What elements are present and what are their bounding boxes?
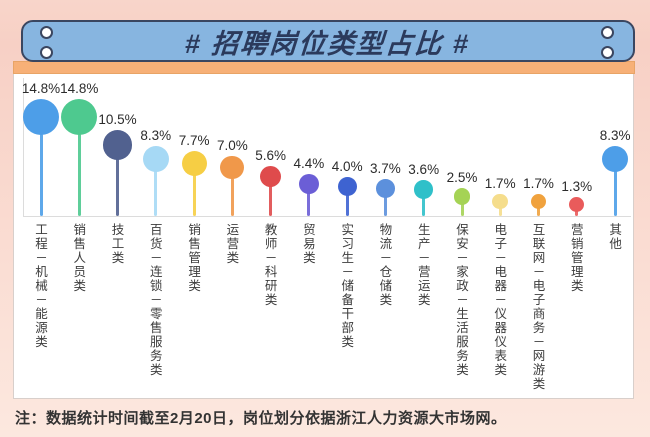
value-label: 5.6% — [255, 147, 286, 163]
lollipop-stem — [39, 133, 43, 216]
bubble-marker — [220, 155, 245, 180]
footnote: 注：数据统计时间截至2月20日，岗位划分依据浙江人力资源大市场网。 — [15, 410, 507, 427]
bubble-marker — [453, 188, 471, 205]
lollipop-stem — [192, 173, 196, 216]
bubble-marker — [337, 177, 357, 197]
bubble-marker — [102, 130, 133, 160]
lollipop-stem — [77, 133, 81, 216]
lollipop-stem — [230, 177, 234, 216]
category-label: 互联网－电子商务－网游类 — [530, 223, 545, 391]
value-label: 10.5% — [98, 112, 137, 128]
bubble-marker — [530, 193, 547, 210]
category-label: 电子－电器－仪器仪表类 — [492, 223, 507, 377]
category-label: 技工类 — [109, 223, 124, 265]
bubble-marker — [569, 196, 585, 212]
pin-hole-icon — [40, 46, 53, 59]
bubble-marker — [376, 179, 395, 199]
value-label: 8.3% — [599, 128, 631, 144]
value-label: 4.4% — [293, 156, 325, 172]
pin-hole-icon — [601, 26, 614, 39]
value-label: 1.3% — [561, 178, 593, 194]
value-label: 14.8% — [60, 81, 99, 97]
y-axis-line — [23, 78, 24, 216]
lollipop-stem — [116, 157, 119, 216]
lollipop-stem — [345, 194, 349, 216]
category-label: 工程－机械－能源类 — [33, 223, 47, 349]
value-label: 7.0% — [217, 137, 248, 153]
category-label: 运营类 — [224, 223, 239, 265]
lollipop-stem — [498, 207, 502, 216]
lollipop-stem — [613, 170, 617, 216]
value-label: 3.6% — [408, 162, 440, 178]
category-label: 物流－仓储类 — [377, 223, 392, 307]
bubble-marker — [414, 180, 433, 199]
category-label: 百货－连锁－零售服务类 — [147, 223, 162, 377]
chart-panel: 14.8% 工程－机械－能源类 14.8% 销售人员类 10.5% 技工类 8.3% 百货－连… — [13, 74, 634, 399]
category-label: 其他 — [607, 223, 622, 251]
bubble-marker — [259, 165, 282, 188]
lollipop-stem — [269, 185, 273, 216]
pin-hole-icon — [601, 46, 614, 59]
page-title: # 招聘岗位类型占比 # — [184, 28, 472, 59]
category-label: 贸易类 — [300, 223, 315, 265]
accent-strip — [13, 61, 635, 74]
bubble-marker — [602, 146, 628, 173]
value-label: 4.0% — [331, 159, 363, 175]
lollipop-stem — [460, 202, 464, 216]
bubble-marker — [61, 99, 98, 136]
bubble-marker — [299, 174, 319, 195]
category-label: 生产－营运类 — [415, 223, 430, 307]
value-label: 14.8% — [21, 81, 61, 97]
bubble-marker — [142, 146, 169, 173]
category-label: 教师－科研类 — [262, 223, 277, 307]
lollipop-stem — [383, 196, 387, 216]
lollipop-stem — [575, 209, 579, 216]
lollipop-stem — [537, 207, 540, 216]
category-label: 保安－家政－生活服务类 — [454, 223, 468, 377]
value-label: 2.5% — [446, 170, 478, 185]
pin-hole-icon — [40, 26, 53, 39]
x-axis-line — [23, 216, 631, 217]
value-label: 1.7% — [523, 175, 554, 191]
value-label: 3.7% — [370, 161, 401, 177]
lollipop-stem — [154, 170, 158, 216]
value-label: 7.7% — [178, 132, 210, 148]
category-label: 销售人员类 — [71, 223, 86, 293]
value-label: 1.7% — [484, 175, 516, 191]
header-banner: # 招聘岗位类型占比 # — [21, 20, 635, 62]
bubble-marker — [23, 99, 60, 136]
bubble-marker — [492, 193, 509, 210]
lollipop-stem — [307, 192, 311, 216]
category-label: 营销管理类 — [568, 223, 583, 293]
bubble-marker — [181, 150, 207, 176]
category-label: 销售管理类 — [186, 223, 201, 293]
category-label: 实习生－储备干部类 — [339, 223, 354, 349]
value-label: 8.3% — [140, 128, 172, 144]
lollipop-stem — [422, 196, 426, 216]
